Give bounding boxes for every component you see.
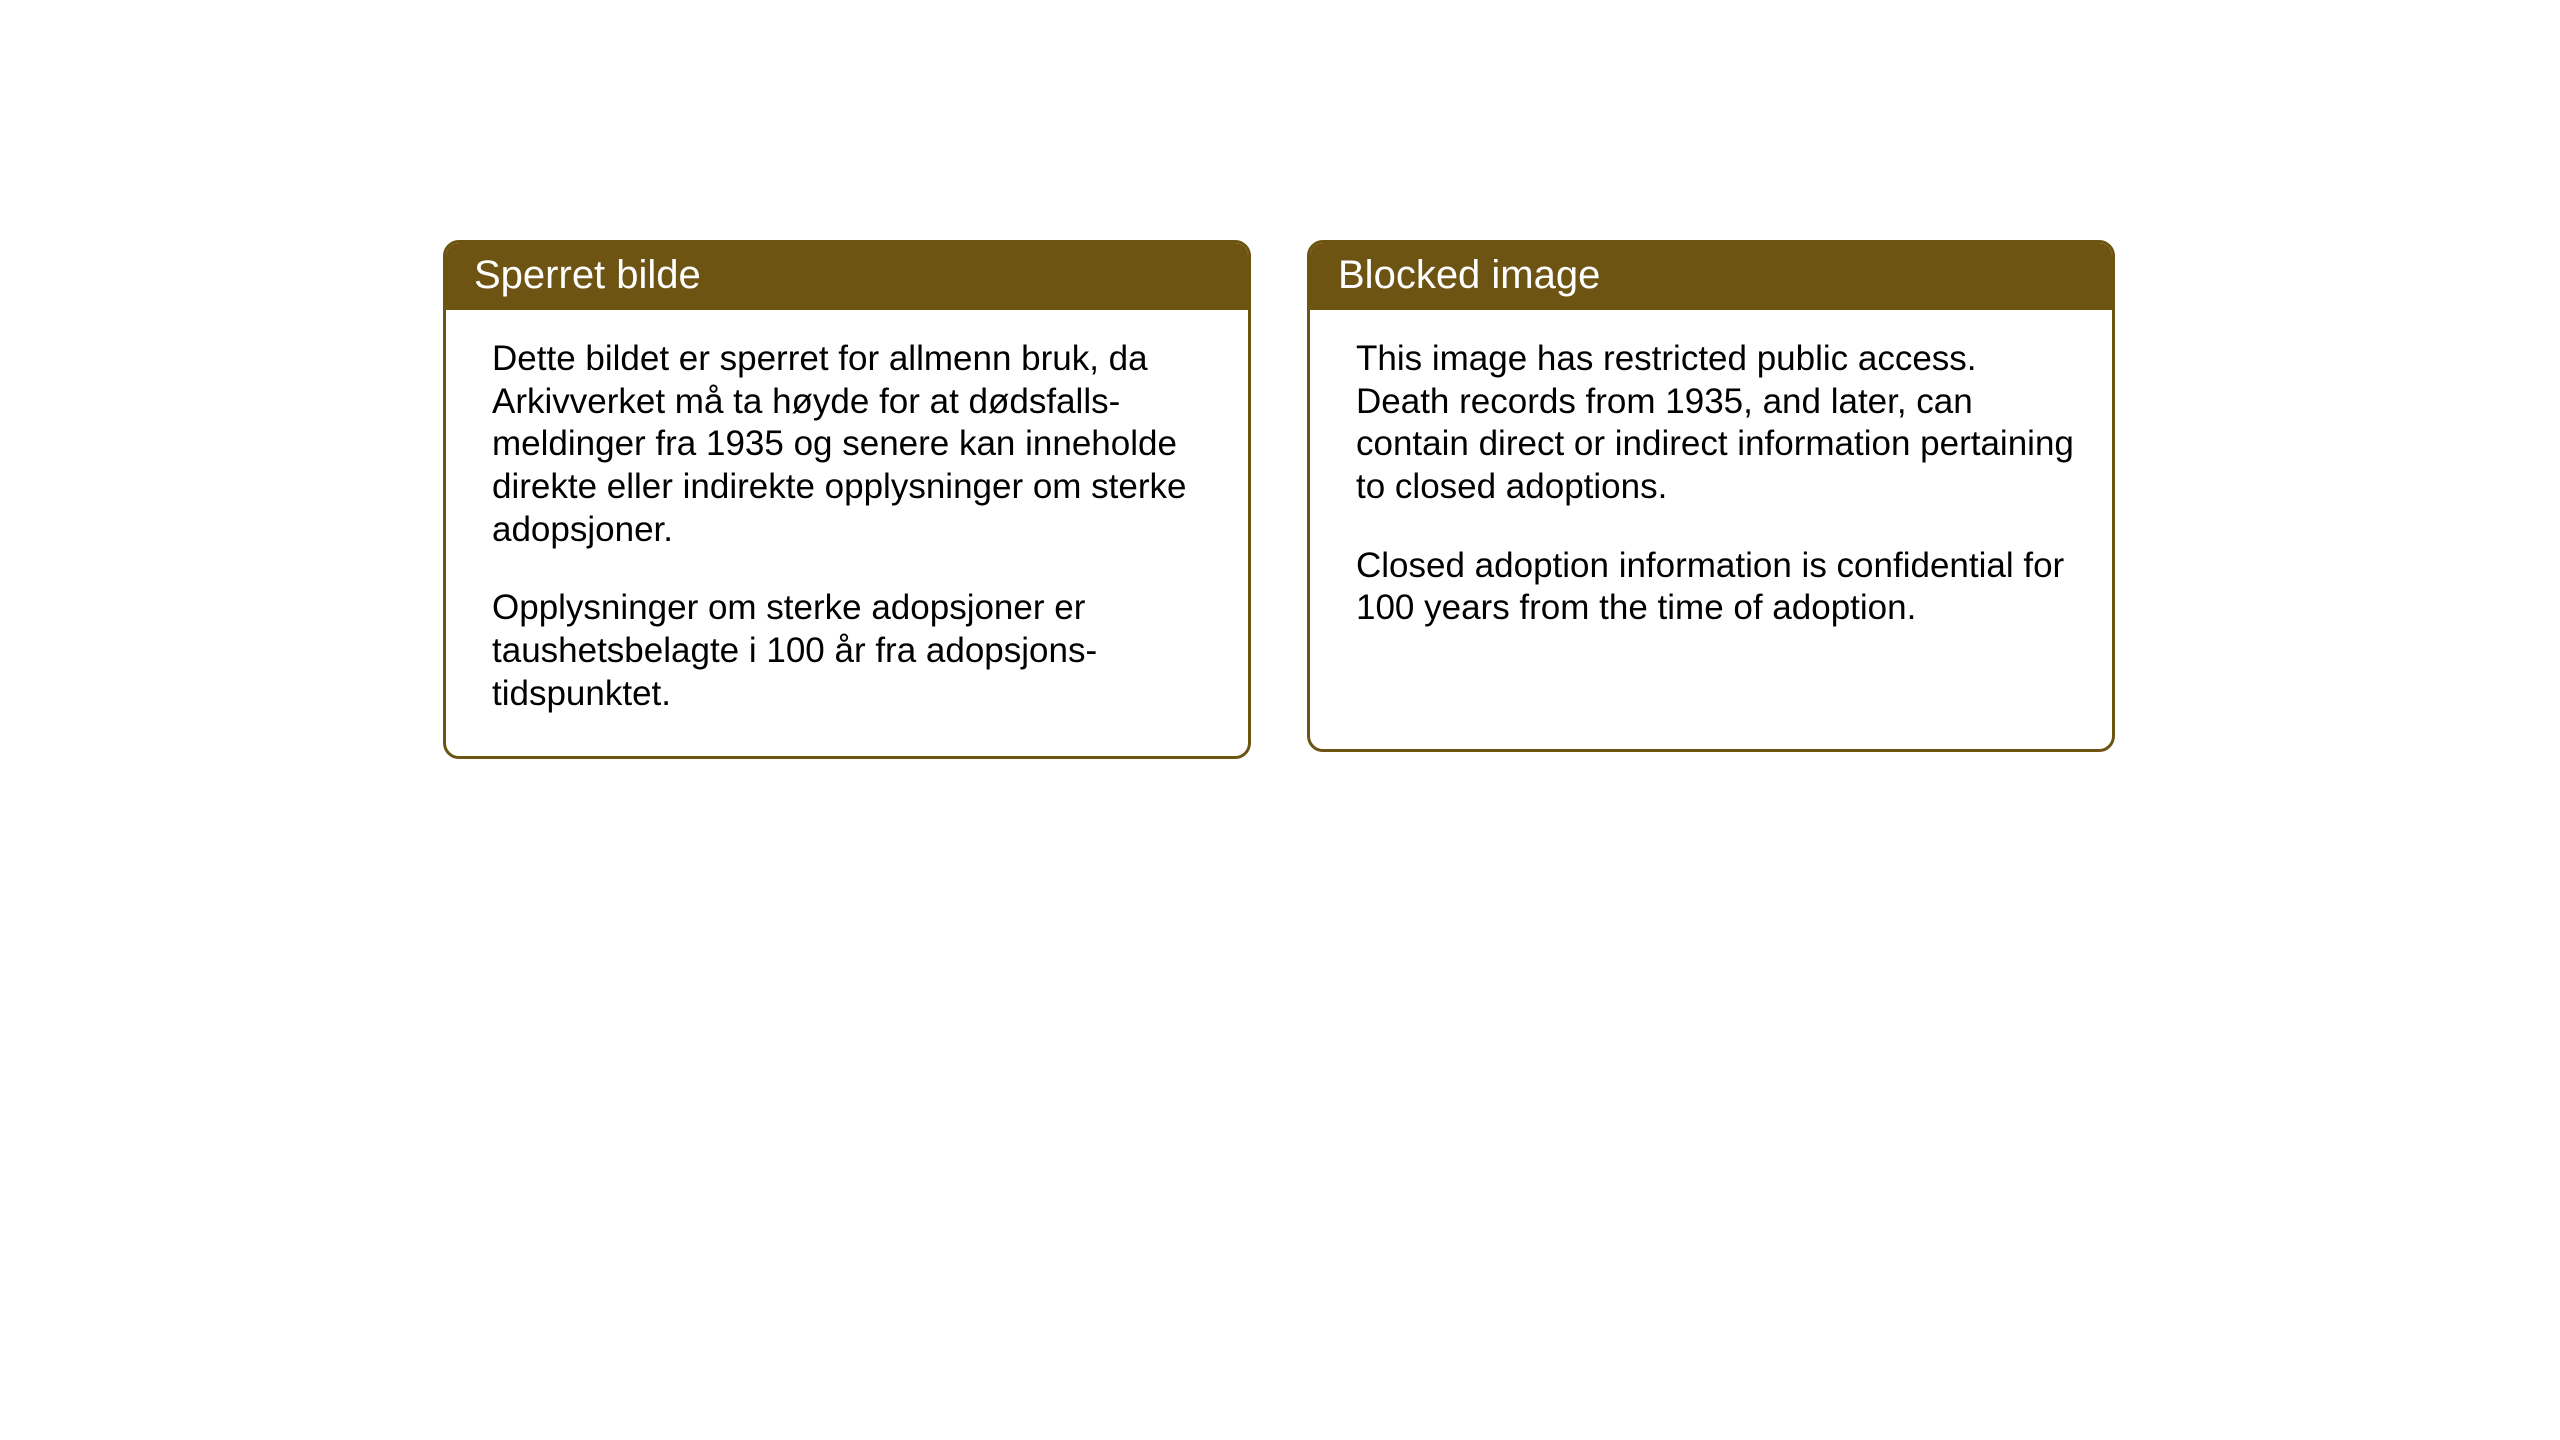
card-english-paragraph-2: Closed adoption information is confident… (1356, 545, 2076, 630)
card-english-body: This image has restricted public access.… (1310, 310, 2112, 670)
cards-container: Sperret bilde Dette bildet er sperret fo… (0, 0, 2560, 759)
card-norwegian-paragraph-2: Opplysninger om sterke adopsjoner er tau… (492, 587, 1212, 715)
card-norwegian: Sperret bilde Dette bildet er sperret fo… (443, 240, 1251, 759)
card-norwegian-body: Dette bildet er sperret for allmenn bruk… (446, 310, 1248, 756)
card-english-header: Blocked image (1310, 243, 2112, 310)
card-english: Blocked image This image has restricted … (1307, 240, 2115, 752)
card-norwegian-header: Sperret bilde (446, 243, 1248, 310)
card-english-paragraph-1: This image has restricted public access.… (1356, 338, 2076, 509)
card-norwegian-paragraph-1: Dette bildet er sperret for allmenn bruk… (492, 338, 1212, 551)
